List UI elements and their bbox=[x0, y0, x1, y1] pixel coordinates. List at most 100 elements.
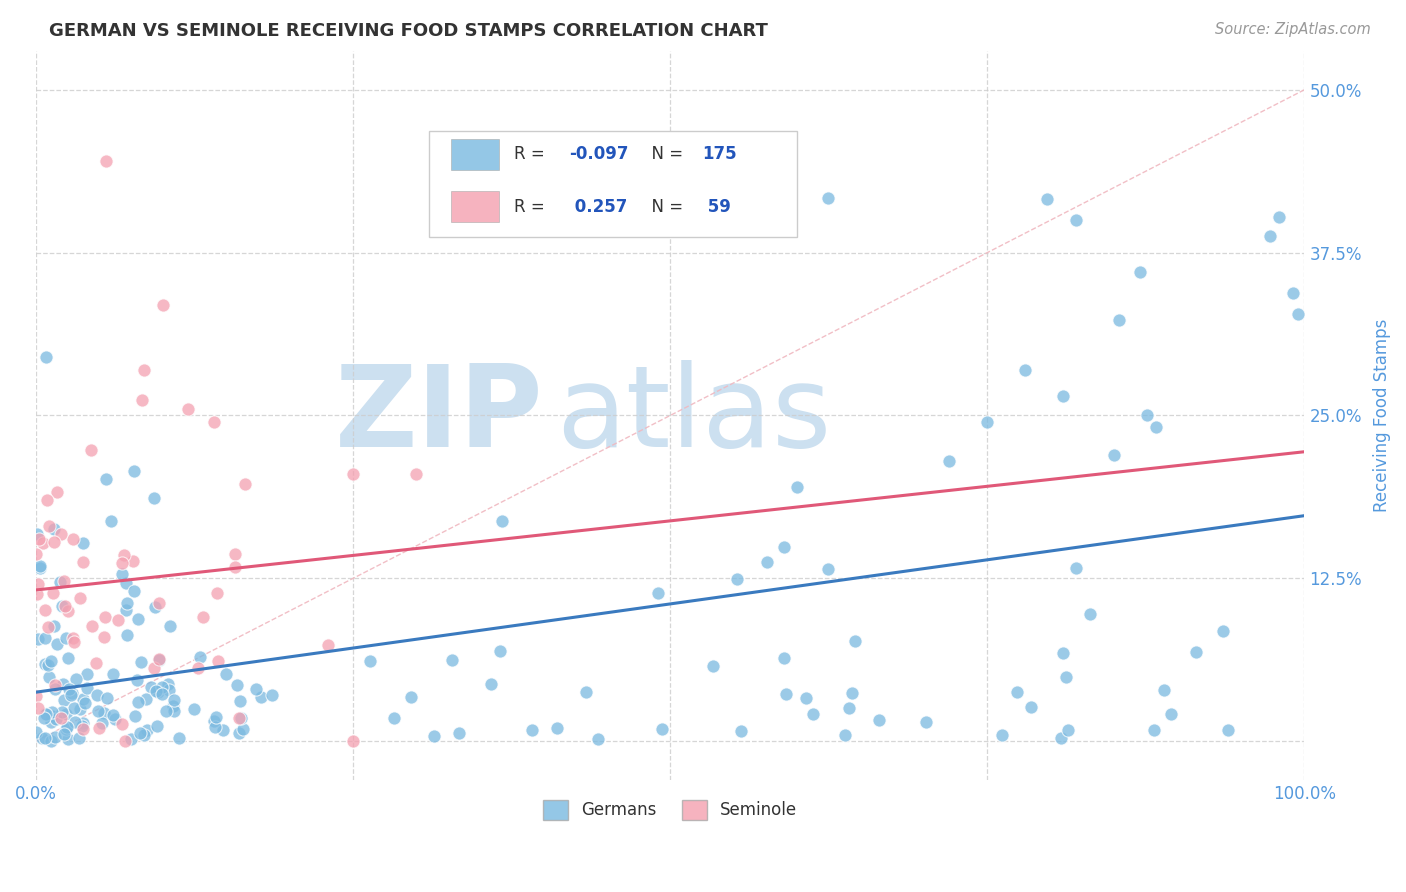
Point bbox=[245, 682, 267, 697]
Point bbox=[44, 678, 66, 692]
Point bbox=[1184, 645, 1206, 659]
Point bbox=[101, 708, 124, 723]
Point bbox=[342, 734, 364, 748]
Point bbox=[162, 699, 184, 714]
Point bbox=[122, 464, 145, 478]
Point bbox=[39, 654, 62, 668]
Point bbox=[62, 685, 84, 699]
Point bbox=[148, 652, 170, 666]
Text: R =: R = bbox=[515, 198, 550, 216]
Text: -0.097: -0.097 bbox=[568, 145, 628, 163]
Point bbox=[35, 493, 58, 508]
Point bbox=[1056, 723, 1078, 738]
Point bbox=[115, 576, 138, 591]
Point bbox=[914, 715, 936, 730]
Point bbox=[868, 713, 890, 727]
Point bbox=[46, 637, 69, 651]
Point bbox=[55, 707, 77, 722]
Point bbox=[588, 731, 610, 746]
Point bbox=[440, 653, 463, 667]
Point bbox=[25, 547, 48, 561]
Point bbox=[157, 682, 180, 697]
Point bbox=[45, 713, 67, 727]
Point bbox=[228, 693, 250, 707]
Point bbox=[69, 702, 91, 716]
Point bbox=[52, 574, 75, 589]
Point bbox=[773, 650, 796, 665]
Point bbox=[156, 677, 179, 691]
Point bbox=[146, 719, 169, 733]
Point bbox=[100, 514, 122, 528]
Point bbox=[31, 731, 53, 745]
Point bbox=[226, 678, 249, 692]
Point bbox=[44, 535, 66, 549]
Point bbox=[447, 726, 470, 740]
Point bbox=[94, 609, 117, 624]
Point bbox=[125, 673, 148, 688]
Point bbox=[148, 653, 170, 667]
Point bbox=[1128, 265, 1150, 279]
Point bbox=[1080, 607, 1102, 621]
Point bbox=[27, 701, 49, 715]
Point bbox=[35, 350, 58, 364]
Point bbox=[834, 728, 856, 742]
Point bbox=[79, 443, 101, 458]
Point bbox=[775, 687, 797, 701]
Point bbox=[1050, 731, 1073, 745]
Point bbox=[44, 682, 66, 697]
Point bbox=[117, 596, 139, 610]
Point bbox=[1108, 313, 1130, 327]
Point bbox=[67, 731, 90, 746]
Point bbox=[794, 691, 817, 706]
Point bbox=[42, 522, 65, 536]
Point bbox=[132, 363, 155, 377]
Point bbox=[27, 632, 49, 647]
Point bbox=[1052, 647, 1074, 661]
Point bbox=[188, 649, 211, 664]
Point bbox=[37, 657, 59, 672]
Point bbox=[72, 722, 94, 736]
Point bbox=[491, 514, 513, 528]
Point bbox=[145, 684, 167, 698]
Point bbox=[111, 557, 134, 571]
Point bbox=[34, 707, 56, 722]
Point bbox=[107, 614, 129, 628]
Point bbox=[41, 586, 63, 600]
Point bbox=[1054, 669, 1077, 683]
Point bbox=[51, 711, 73, 725]
Point bbox=[55, 722, 77, 736]
Y-axis label: Receiving Food Stamps: Receiving Food Stamps bbox=[1374, 318, 1391, 512]
Point bbox=[32, 536, 55, 550]
FancyBboxPatch shape bbox=[429, 131, 797, 236]
Point bbox=[801, 707, 824, 722]
Point bbox=[114, 734, 136, 748]
Point bbox=[34, 603, 56, 617]
Point bbox=[224, 559, 246, 574]
Point bbox=[41, 705, 63, 719]
Point bbox=[72, 692, 94, 706]
Point bbox=[228, 726, 250, 740]
Text: 0.257: 0.257 bbox=[568, 198, 627, 216]
Point bbox=[131, 393, 153, 408]
Point bbox=[316, 638, 339, 652]
Text: atlas: atlas bbox=[555, 360, 831, 471]
Point bbox=[39, 714, 62, 729]
Point bbox=[115, 603, 138, 617]
Point bbox=[141, 680, 163, 694]
Point bbox=[52, 693, 75, 707]
Point bbox=[62, 631, 84, 645]
Point bbox=[49, 575, 72, 590]
Point bbox=[52, 727, 75, 741]
Point bbox=[38, 670, 60, 684]
Point bbox=[159, 619, 181, 633]
Point bbox=[207, 654, 229, 668]
Bar bbox=[451, 139, 499, 169]
Point bbox=[117, 628, 139, 642]
Point bbox=[82, 619, 104, 633]
Point bbox=[187, 661, 209, 675]
Point bbox=[94, 154, 117, 169]
Point bbox=[405, 467, 427, 482]
Point bbox=[202, 415, 225, 429]
Point bbox=[60, 688, 83, 702]
Point bbox=[150, 687, 173, 701]
